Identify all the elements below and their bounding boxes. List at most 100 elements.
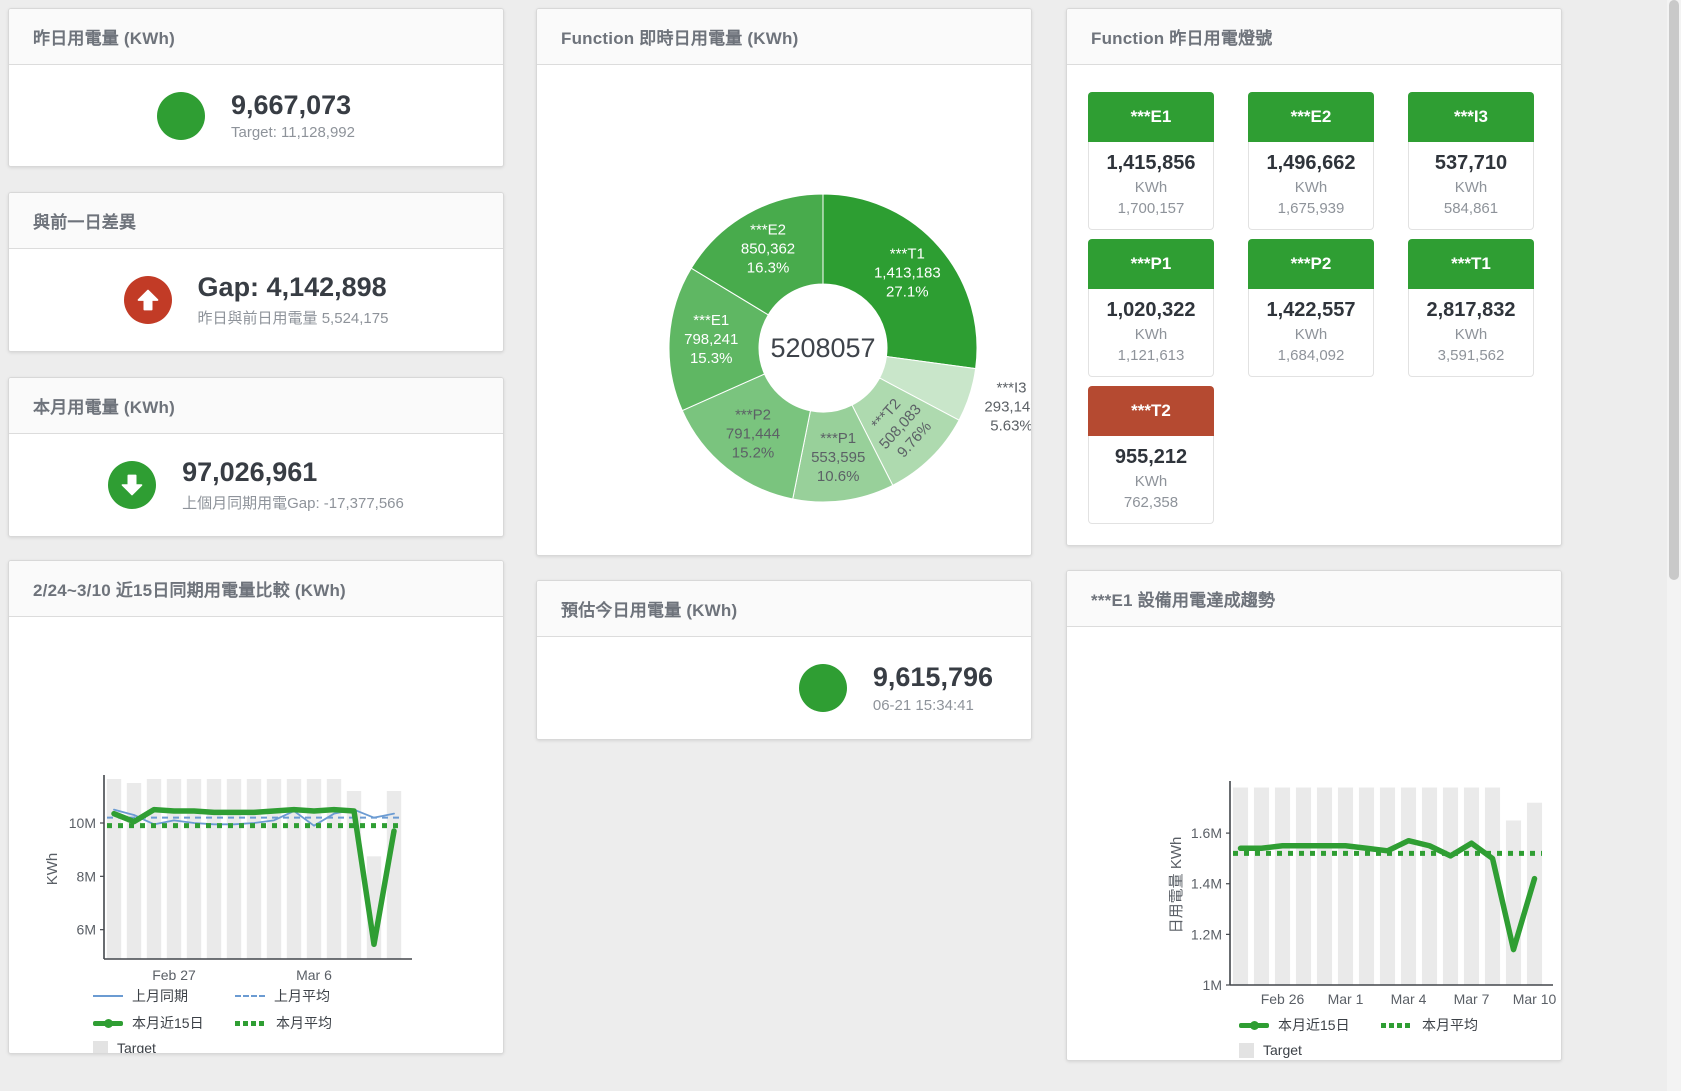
svg-text:10M: 10M [69,815,96,831]
legend-item[interactable]: 本月近15日 [93,1013,235,1033]
svg-text:1.4M: 1.4M [1191,876,1222,892]
panel-header: 預估今日用電量 (KWh) [537,581,1031,637]
arrow-down-icon [108,461,157,509]
svg-text:Mar 7: Mar 7 [1454,991,1490,1007]
tile-unit: KWh [1294,179,1328,196]
stat-value: 9,667,073 [231,89,352,120]
panel-header: Function 昨日用電燈號 [1067,9,1561,65]
stat-value: 97,026,961 [182,457,318,488]
tile-target: 1,675,939 [1277,200,1345,217]
stat-value: Gap: 4,142,898 [197,272,387,303]
svg-text:8M: 8M [77,868,96,884]
legend-label: Target [1263,1042,1302,1058]
legend-item[interactable]: 上月同期 [93,986,235,1006]
stat-sub: 昨日與前日用電量 5,524,175 [197,309,389,327]
tile-target: 1,684,092 [1277,347,1345,364]
panel-title: ***E1 設備用電達成趨勢 [1091,591,1276,610]
tile-value: 955,212 [1114,446,1188,468]
legend-item[interactable]: Target [93,1040,235,1054]
panel-title: 本月用電量 (KWh) [33,398,175,417]
tile-body: 1,422,557 KWh 1,684,092 [1248,289,1374,377]
svg-text:Mar 1: Mar 1 [1328,991,1364,1007]
lights-tiles: ***E1 1,415,856 KWh 1,700,157 ***E2 1,496,662… [1067,65,1561,524]
panel-today-estimate: 預估今日用電量 (KWh) 9,615,796 06-21 15:34:41 [536,580,1032,740]
tile-body: 1,415,856 KWh 1,700,157 [1088,142,1214,230]
legend-item[interactable]: 本月平均 [235,1013,377,1033]
panel-title: 與前一日差異 [33,213,137,232]
panel-title: 預估今日用電量 (KWh) [561,601,738,620]
panel-header: Function 即時日用電量 (KWh) [537,9,1031,65]
tile-value: 1,422,557 [1266,299,1356,321]
tile-name: ***P1 [1088,239,1214,289]
tile-body: 1,020,322 KWh 1,121,613 [1088,289,1214,377]
svg-text:Feb 26: Feb 26 [1261,991,1305,1007]
tile-body: 2,817,832 KWh 3,591,562 [1408,289,1534,377]
legend-item[interactable]: 本月平均 [1381,1015,1523,1035]
legend-label: 本月平均 [276,1015,332,1031]
legend-marker-thick-icon [93,1018,123,1028]
svg-text:6M: 6M [77,922,96,938]
status-circle-icon [798,664,847,712]
scrollbar-thumb[interactable] [1669,0,1679,580]
status-tile: ***T1 2,817,832 KWh 3,591,562 [1408,239,1534,377]
status-tile: ***E1 1,415,856 KWh 1,700,157 [1088,92,1214,230]
stat-sub: 06-21 15:34:41 [872,696,974,714]
legend-marker-line-icon [93,995,123,997]
panel-15day-comparison: 2/24~3/10 近15日同期用電量比較 (KWh) 6M 8M 10M Feb 2… [8,560,504,1054]
tile-target: 1,700,157 [1117,200,1185,217]
panel-status-lights: Function 昨日用電燈號 ***E1 1,415,856 KWh 1,700,1… [1066,8,1562,546]
svg-text:Mar 6: Mar 6 [296,967,332,983]
legend-label: 本月近15日 [1278,1017,1350,1033]
status-circle-icon [157,91,205,140]
svg-text:1.6M: 1.6M [1191,825,1222,841]
legend-item[interactable]: 本月近15日 [1239,1015,1381,1035]
tile-value: 1,415,856 [1106,152,1196,174]
donut-center-total: 5208057 [770,333,875,363]
stat-sub: 上個月同期用電Gap: -17,377,566 [182,494,404,512]
svg-text:Mar 4: Mar 4 [1391,991,1427,1007]
panel-month-usage: 本月用電量 (KWh) 97,026,961 上個月同期用電Gap: -17,3… [8,377,504,537]
page-scrollbar [1667,0,1681,1091]
legend-item[interactable]: Target [1239,1042,1381,1058]
legend-marker-square-icon [1239,1042,1254,1058]
legend-marker-square-icon [93,1040,108,1053]
e1-trend-line-chart: 1M 1.2M 1.4M 1.6M Feb 26 Mar 1 Mar 4 Mar 7 Mar 1… [1168,781,1556,1007]
legend-label: Target [117,1040,156,1054]
status-tile: ***I3 537,710 KWh 584,861 [1408,92,1534,230]
panel-title: 昨日用電量 (KWh) [33,29,175,48]
chart-legend: 上月同期 上月平均 本月近15日 本月平均 Target [93,986,377,1054]
svg-text:1M: 1M [1203,977,1222,993]
legend-label: 上月同期 [132,988,188,1004]
status-tile: ***E2 1,496,662 KWh 1,675,939 [1248,92,1374,230]
tile-target: 762,358 [1123,494,1179,511]
arrow-up-icon [123,276,172,324]
panel-title: 2/24~3/10 近15日同期用電量比較 (KWh) [33,581,346,600]
legend-item[interactable]: 上月平均 [235,986,377,1006]
panel-header: ***E1 設備用電達成趨勢 [1067,571,1561,627]
status-tile: ***T2 955,212 KWh 762,358 [1088,386,1214,524]
stat-value: 9,615,796 [872,662,993,693]
tile-value: 1,020,322 [1106,299,1196,321]
stat-sub: Target: 11,128,992 [231,124,355,142]
panel-yesterday-usage: 昨日用電量 (KWh) 9,667,073 Target: 11,128,992 [8,8,504,167]
tile-unit: KWh [1134,179,1168,196]
comparison-line-chart: 6M 8M 10M Feb 27 Mar 6 KWh [44,775,412,983]
svg-text:日用電量 KWh: 日用電量 KWh [1168,837,1185,934]
tile-target: 3,591,562 [1437,347,1505,364]
tile-target: 1,121,613 [1117,347,1185,364]
panel-e1-trend: ***E1 設備用電達成趨勢 1M 1.2M 1.4M 1.6M Feb 26 Mar 1… [1066,570,1562,1061]
status-tile: ***P1 1,020,322 KWh 1,121,613 [1088,239,1214,377]
panel-title: Function 即時日用電量 (KWh) [561,29,799,48]
tile-name: ***P2 [1248,239,1374,289]
svg-text:KWh: KWh [44,853,61,886]
tile-unit: KWh [1294,326,1328,343]
tile-unit: KWh [1134,326,1168,343]
tile-name: ***T1 [1408,239,1534,289]
legend-marker-dotted-icon [235,1020,267,1026]
